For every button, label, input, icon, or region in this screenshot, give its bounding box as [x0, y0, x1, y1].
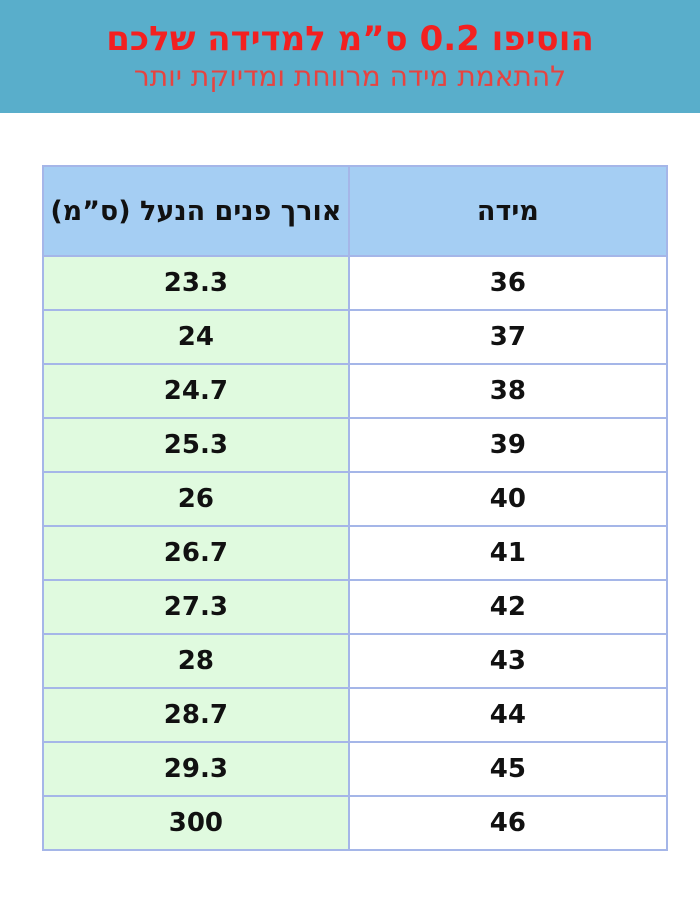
length-cell: 26.7 [42, 525, 350, 581]
length-cell: 28 [42, 633, 350, 689]
size-cell: 41 [347, 525, 669, 581]
size-cell: 46 [347, 795, 669, 851]
table-body: 36 23.3 37 24 38 24.7 39 25.3 40 26 41 26.7 42 27.3 43… [42, 255, 669, 851]
size-cell: 43 [347, 633, 669, 689]
size-cell: 38 [347, 363, 669, 419]
length-cell: 25.3 [42, 417, 350, 473]
table-header-row: מידה אורך פנים הנעל (ס”מ) [42, 165, 669, 257]
banner-subtitle: להתאמת מידה מרווחת ומדיוקת יותר [133, 59, 567, 93]
table-row: 46 300 [42, 795, 669, 851]
size-cell: 45 [347, 741, 669, 797]
table-row: 41 26.7 [42, 525, 669, 581]
size-cell: 40 [347, 471, 669, 527]
length-cell: 26 [42, 471, 350, 527]
table-row: 39 25.3 [42, 417, 669, 473]
table-row: 40 26 [42, 471, 669, 527]
table-row: 42 27.3 [42, 579, 669, 635]
table-row: 37 24 [42, 309, 669, 365]
table-row: 38 24.7 [42, 363, 669, 419]
length-cell: 24 [42, 309, 350, 365]
size-cell: 39 [347, 417, 669, 473]
length-cell: 27.3 [42, 579, 350, 635]
table-row: 36 23.3 [42, 255, 669, 311]
size-table: מידה אורך פנים הנעל (ס”מ) 36 23.3 37 24 38 24… [42, 165, 669, 851]
size-cell: 44 [347, 687, 669, 743]
size-cell: 42 [347, 579, 669, 635]
size-table-container: מידה אורך פנים הנעל (ס”מ) 36 23.3 37 24 38 24… [42, 165, 669, 851]
column-header-size: מידה [347, 165, 669, 257]
length-cell: 24.7 [42, 363, 350, 419]
header-banner: הוסיפו 0.2 ס”מ למדידה שלכם להתאמת מידה מ… [0, 0, 700, 113]
length-cell: 23.3 [42, 255, 350, 311]
table-row: 45 29.3 [42, 741, 669, 797]
column-header-length: אורך פנים הנעל (ס”מ) [42, 165, 350, 257]
size-cell: 36 [347, 255, 669, 311]
length-cell: 300 [42, 795, 350, 851]
banner-title: הוסיפו 0.2 ס”מ למדידה שלכם [106, 18, 594, 59]
table-row: 44 28.7 [42, 687, 669, 743]
table-row: 43 28 [42, 633, 669, 689]
length-cell: 29.3 [42, 741, 350, 797]
length-cell: 28.7 [42, 687, 350, 743]
size-cell: 37 [347, 309, 669, 365]
